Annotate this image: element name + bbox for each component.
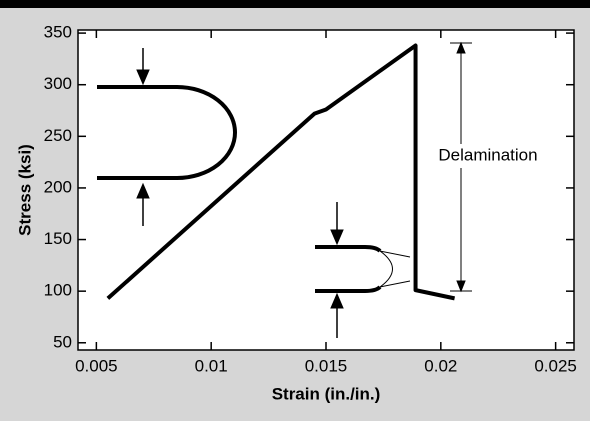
y-tick-label: 100	[44, 281, 72, 300]
x-tick-label: 0.01	[195, 356, 228, 375]
large-specimen	[97, 85, 237, 180]
annotation-bg	[423, 145, 550, 167]
y-tick-label: 250	[44, 126, 72, 145]
y-tick-label: 350	[44, 23, 72, 42]
annotation: Delamination	[438, 145, 537, 164]
data-line	[106, 43, 456, 301]
x-tick-label: 0.025	[534, 356, 577, 375]
plot-area	[77, 29, 575, 351]
small-specimen	[315, 245, 382, 293]
arrow-head	[456, 41, 466, 293]
x-tick-label: 0.015	[305, 356, 348, 375]
small-specimen-crack	[379, 250, 411, 288]
x-axis-label: Strain (in./in.)	[272, 384, 381, 403]
x-tick-label: 0.005	[75, 356, 118, 375]
y-tick-label: 300	[44, 74, 72, 93]
y-tick-label: 150	[44, 229, 72, 248]
top-bar	[0, 0, 590, 8]
x-tick-label: 0.02	[424, 356, 457, 375]
arrow-head	[136, 182, 150, 199]
y-axis-label: Stress (ksi)	[15, 144, 34, 236]
arrow-head	[330, 229, 344, 246]
arrow-head	[136, 69, 150, 86]
arrow-head	[330, 292, 344, 309]
specimen-drawings	[97, 41, 472, 338]
y-tick-label: 200	[44, 177, 72, 196]
y-tick-label: 50	[53, 332, 72, 351]
